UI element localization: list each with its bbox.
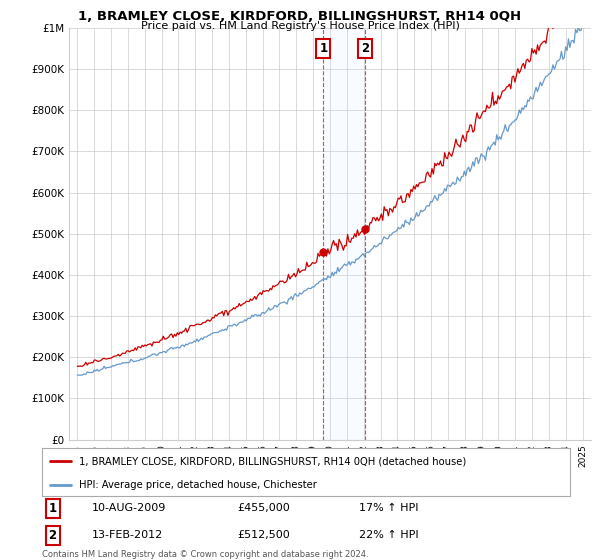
Text: 22% ↑ HPI: 22% ↑ HPI (359, 530, 418, 540)
Text: 1, BRAMLEY CLOSE, KIRDFORD, BILLINGSHURST, RH14 0QH (detached house): 1, BRAMLEY CLOSE, KIRDFORD, BILLINGSHURS… (79, 456, 466, 466)
Text: Contains HM Land Registry data © Crown copyright and database right 2024.
This d: Contains HM Land Registry data © Crown c… (42, 550, 368, 560)
Text: 1: 1 (319, 42, 328, 55)
Text: 10-AUG-2009: 10-AUG-2009 (92, 503, 167, 513)
Text: 1, BRAMLEY CLOSE, KIRDFORD, BILLINGSHURST, RH14 0QH: 1, BRAMLEY CLOSE, KIRDFORD, BILLINGSHURS… (79, 10, 521, 23)
Text: HPI: Average price, detached house, Chichester: HPI: Average price, detached house, Chic… (79, 480, 317, 490)
Text: Price paid vs. HM Land Registry's House Price Index (HPI): Price paid vs. HM Land Registry's House … (140, 21, 460, 31)
Bar (323, 28, 365, 440)
Text: 1: 1 (49, 502, 56, 515)
Text: £455,000: £455,000 (238, 503, 290, 513)
Text: 2: 2 (49, 529, 56, 542)
Text: 13-FEB-2012: 13-FEB-2012 (92, 530, 163, 540)
Text: 2: 2 (361, 42, 370, 55)
Text: 17% ↑ HPI: 17% ↑ HPI (359, 503, 418, 513)
Text: £512,500: £512,500 (238, 530, 290, 540)
